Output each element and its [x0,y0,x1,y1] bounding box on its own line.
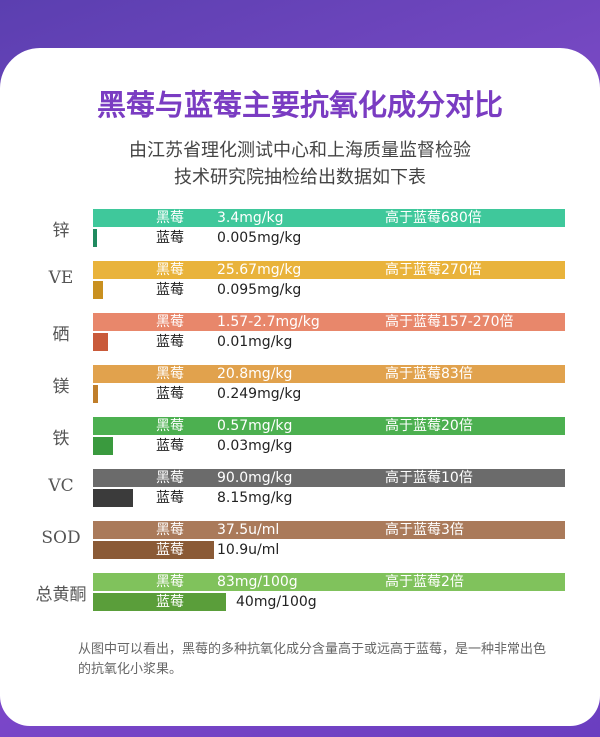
card [0,48,600,726]
blueberry-name: 蓝莓 [156,438,184,454]
row-label: VE [48,268,74,288]
blackberry-name: 黑莓 [156,522,184,538]
blueberry-name: 蓝莓 [156,594,184,610]
blackberry-value: 90.0mg/kg [217,470,293,486]
top-bar [93,365,565,383]
blackberry-name: 黑莓 [156,314,184,330]
blackberry-value: 0.57mg/kg [217,418,293,434]
bottom-bar [93,489,133,507]
ratio: 高于蓝莓157-270倍 [385,314,514,330]
row-label: SOD [41,528,81,548]
blackberry-name: 黑莓 [156,470,184,486]
blackberry-name: 黑莓 [156,574,184,590]
blueberry-name: 蓝莓 [156,282,184,298]
bottom-bar [93,229,97,247]
blueberry-value: 0.005mg/kg [217,230,302,246]
ratio: 高于蓝莓2倍 [385,574,464,590]
blackberry-name: 黑莓 [156,418,184,434]
row-label: 总黄酮 [35,585,87,605]
row-label: 硒 [52,325,70,345]
blueberry-value: 0.249mg/kg [217,386,302,402]
top-bar [93,209,565,227]
blackberry-name: 黑莓 [156,262,184,278]
row-label: 锌 [52,221,70,241]
bottom-bar [93,541,214,559]
blueberry-value: 0.03mg/kg [217,438,293,454]
blackberry-value: 25.67mg/kg [217,262,302,278]
blueberry-value: 40mg/100g [236,594,317,610]
bottom-bar [93,281,103,299]
top-bar [93,417,565,435]
bottom-bar [93,333,108,351]
blueberry-name: 蓝莓 [156,230,184,246]
bottom-bar [93,385,98,403]
top-bar [93,313,565,331]
blackberry-value: 1.57-2.7mg/kg [217,314,320,330]
blueberry-value: 0.01mg/kg [217,334,293,350]
blackberry-name: 黑莓 [156,210,184,226]
ratio: 高于蓝莓10倍 [385,470,473,486]
blackberry-value: 83mg/100g [217,574,298,590]
row-label: 铁 [52,429,70,449]
blueberry-name: 蓝莓 [156,490,184,506]
ratio: 高于蓝莓270倍 [385,262,482,278]
ratio: 高于蓝莓83倍 [385,366,473,382]
blackberry-value: 20.8mg/kg [217,366,293,382]
title: 黑莓与蓝莓主要抗氧化成分对比 [96,88,503,122]
top-bar [93,261,565,279]
ratio: 高于蓝莓680倍 [385,210,482,226]
bottom-bar [93,593,226,611]
row-label: 镁 [52,377,70,397]
blueberry-name: 蓝莓 [156,386,184,402]
blackberry-value: 37.5u/ml [217,522,280,538]
blackberry-value: 3.4mg/kg [217,210,284,226]
top-bar [93,573,565,591]
blueberry-name: 蓝莓 [156,542,184,558]
blackberry-name: 黑莓 [156,366,184,382]
note: 从图中可以看出，黑莓的多种抗氧化成分含量高于或远高于蓝莓，是一种非常出色的抗氧化… [78,642,547,677]
blueberry-name: 蓝莓 [156,334,184,350]
blueberry-value: 8.15mg/kg [217,490,293,506]
row-label: VC [48,476,74,496]
blueberry-value: 10.9u/ml [217,542,280,558]
top-bar [93,521,565,539]
subtitle: 由江苏省理化测试中心和上海质量监督检验 [129,140,471,161]
bottom-bar [93,437,113,455]
subtitle: 技术研究院抽检给出数据如下表 [174,167,426,188]
ratio: 高于蓝莓20倍 [385,418,473,434]
ratio: 高于蓝莓3倍 [385,522,464,538]
blueberry-value: 0.095mg/kg [217,282,302,298]
top-bar [93,469,565,487]
